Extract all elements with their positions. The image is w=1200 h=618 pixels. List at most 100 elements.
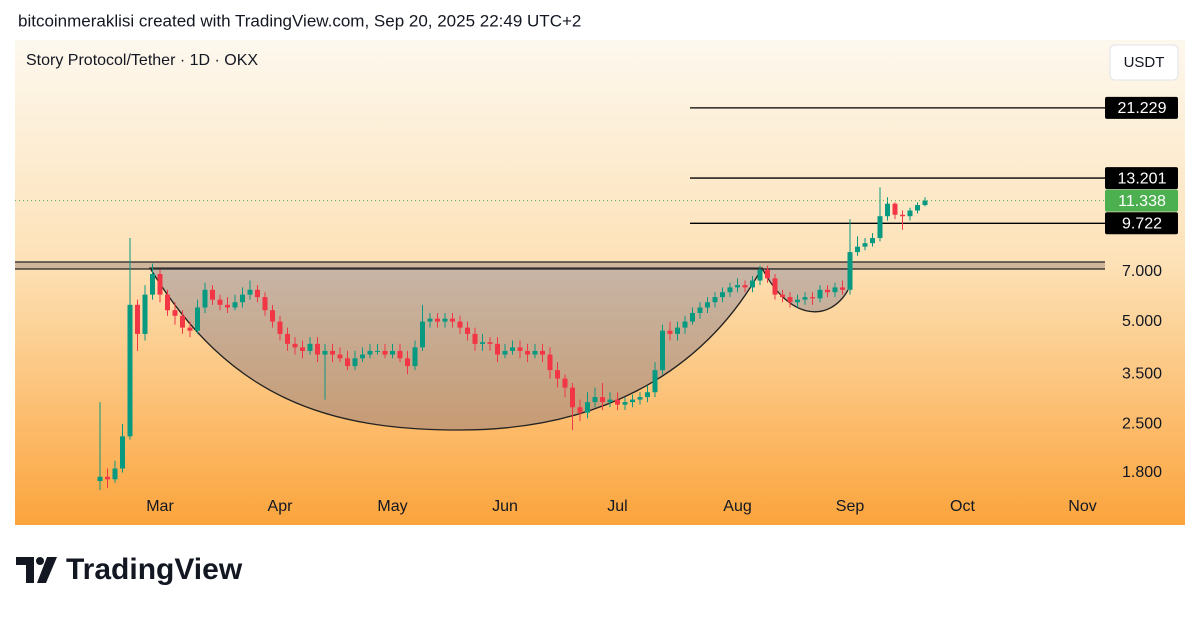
- candle-body: [660, 330, 665, 371]
- candle-body: [675, 327, 680, 334]
- candle-body: [180, 315, 185, 328]
- header: bitcoinmeraklisi created with TradingVie…: [18, 11, 581, 30]
- x-tick-label: Sep: [836, 498, 865, 515]
- candle-body: [142, 294, 148, 334]
- candle-body: [780, 294, 785, 298]
- y-tick-label: 7.000: [1122, 263, 1162, 280]
- handle-shape: [761, 267, 849, 313]
- candle-body: [472, 333, 478, 344]
- x-tick-label: Oct: [950, 498, 975, 515]
- candle-body: [802, 297, 808, 300]
- last-price-label: 11.338: [1118, 193, 1166, 210]
- candle-body: [607, 399, 613, 403]
- candle-body: [697, 307, 703, 313]
- candle-body: [345, 358, 350, 367]
- y-tick-label: 3.500: [1122, 366, 1162, 383]
- candle-body: [480, 342, 485, 344]
- candle-body: [120, 436, 125, 469]
- candle-body: [435, 318, 440, 322]
- candle-body: [360, 354, 365, 359]
- price-box: [1105, 167, 1178, 190]
- candle-body: [900, 214, 905, 217]
- candle-body: [105, 476, 110, 480]
- candle-body: [322, 350, 328, 355]
- candle-body: [172, 310, 178, 316]
- price-label: 13.201: [1118, 170, 1167, 187]
- candle-body: [330, 350, 335, 355]
- candle-body: [217, 299, 223, 305]
- x-tick-label: Apr: [268, 498, 294, 515]
- candle-body: [315, 343, 320, 355]
- candle-body: [750, 280, 755, 288]
- candle-body: [810, 297, 815, 299]
- candle-body: [420, 321, 425, 348]
- candle-body: [352, 358, 358, 367]
- candle-body: [135, 304, 140, 334]
- price-label: 21.229: [1118, 100, 1167, 117]
- candle-body: [487, 342, 493, 344]
- currency-label[interactable]: USDT: [1124, 54, 1165, 71]
- candle-body: [562, 378, 568, 388]
- candle-body: [915, 205, 920, 211]
- handle-fill: [762, 268, 848, 312]
- candle-body: [585, 402, 590, 413]
- candle-body: [652, 370, 658, 393]
- candle-body: [840, 287, 845, 290]
- candle-body: [465, 327, 470, 334]
- candle-body: [157, 273, 163, 295]
- x-tick-label: Jul: [607, 498, 627, 515]
- candle-body: [772, 278, 778, 295]
- candle-body: [922, 200, 928, 206]
- candle-body: [892, 203, 898, 215]
- candle-body: [825, 289, 830, 293]
- candle-body: [247, 289, 253, 295]
- candle-body: [450, 318, 455, 322]
- candle-body: [682, 321, 688, 328]
- candle-body: [645, 392, 650, 398]
- candle-body: [375, 350, 380, 352]
- x-tick-label: Aug: [723, 498, 751, 515]
- candle-body: [547, 354, 553, 371]
- candle-body: [502, 350, 508, 355]
- x-tick-label: Nov: [1068, 498, 1096, 515]
- candle-body: [525, 350, 530, 355]
- y-tick-label: 2.500: [1122, 415, 1162, 432]
- candle-body: [727, 287, 733, 293]
- currency-button[interactable]: [1109, 44, 1179, 81]
- candle-body: [255, 289, 260, 298]
- candle-body: [795, 299, 800, 303]
- x-tick-label: Jun: [492, 498, 518, 515]
- candle-body: [412, 347, 418, 367]
- candle-body: [757, 269, 763, 281]
- y-tick-label: 1.800: [1122, 464, 1162, 481]
- candle-body: [855, 246, 860, 253]
- candle-body: [907, 210, 913, 217]
- candle-body: [150, 273, 155, 295]
- candle-body: [195, 307, 200, 331]
- candle-body: [532, 350, 538, 355]
- candle-body: [165, 294, 170, 311]
- candle-body: [427, 318, 433, 322]
- candle-body: [817, 289, 823, 299]
- last-price-box: [1105, 189, 1178, 212]
- x-tick-label: May: [377, 498, 407, 515]
- candle-body: [307, 343, 313, 351]
- candle-body: [832, 287, 838, 293]
- candle-body: [187, 327, 193, 331]
- candle-body: [202, 289, 208, 308]
- candle-body: [397, 350, 403, 359]
- candle-body: [765, 269, 770, 279]
- candle-body: [292, 343, 298, 348]
- candle-body: [225, 304, 230, 308]
- candle-body: [787, 297, 793, 303]
- candle-body: [630, 399, 635, 403]
- candle-body: [390, 350, 395, 355]
- brand-name: TradingView: [66, 553, 243, 586]
- price-box: [1105, 212, 1178, 235]
- candle-body: [720, 292, 725, 298]
- candle-body: [577, 407, 583, 413]
- candle-body: [510, 347, 515, 351]
- candle-body: [337, 354, 343, 359]
- candle-body: [885, 203, 890, 217]
